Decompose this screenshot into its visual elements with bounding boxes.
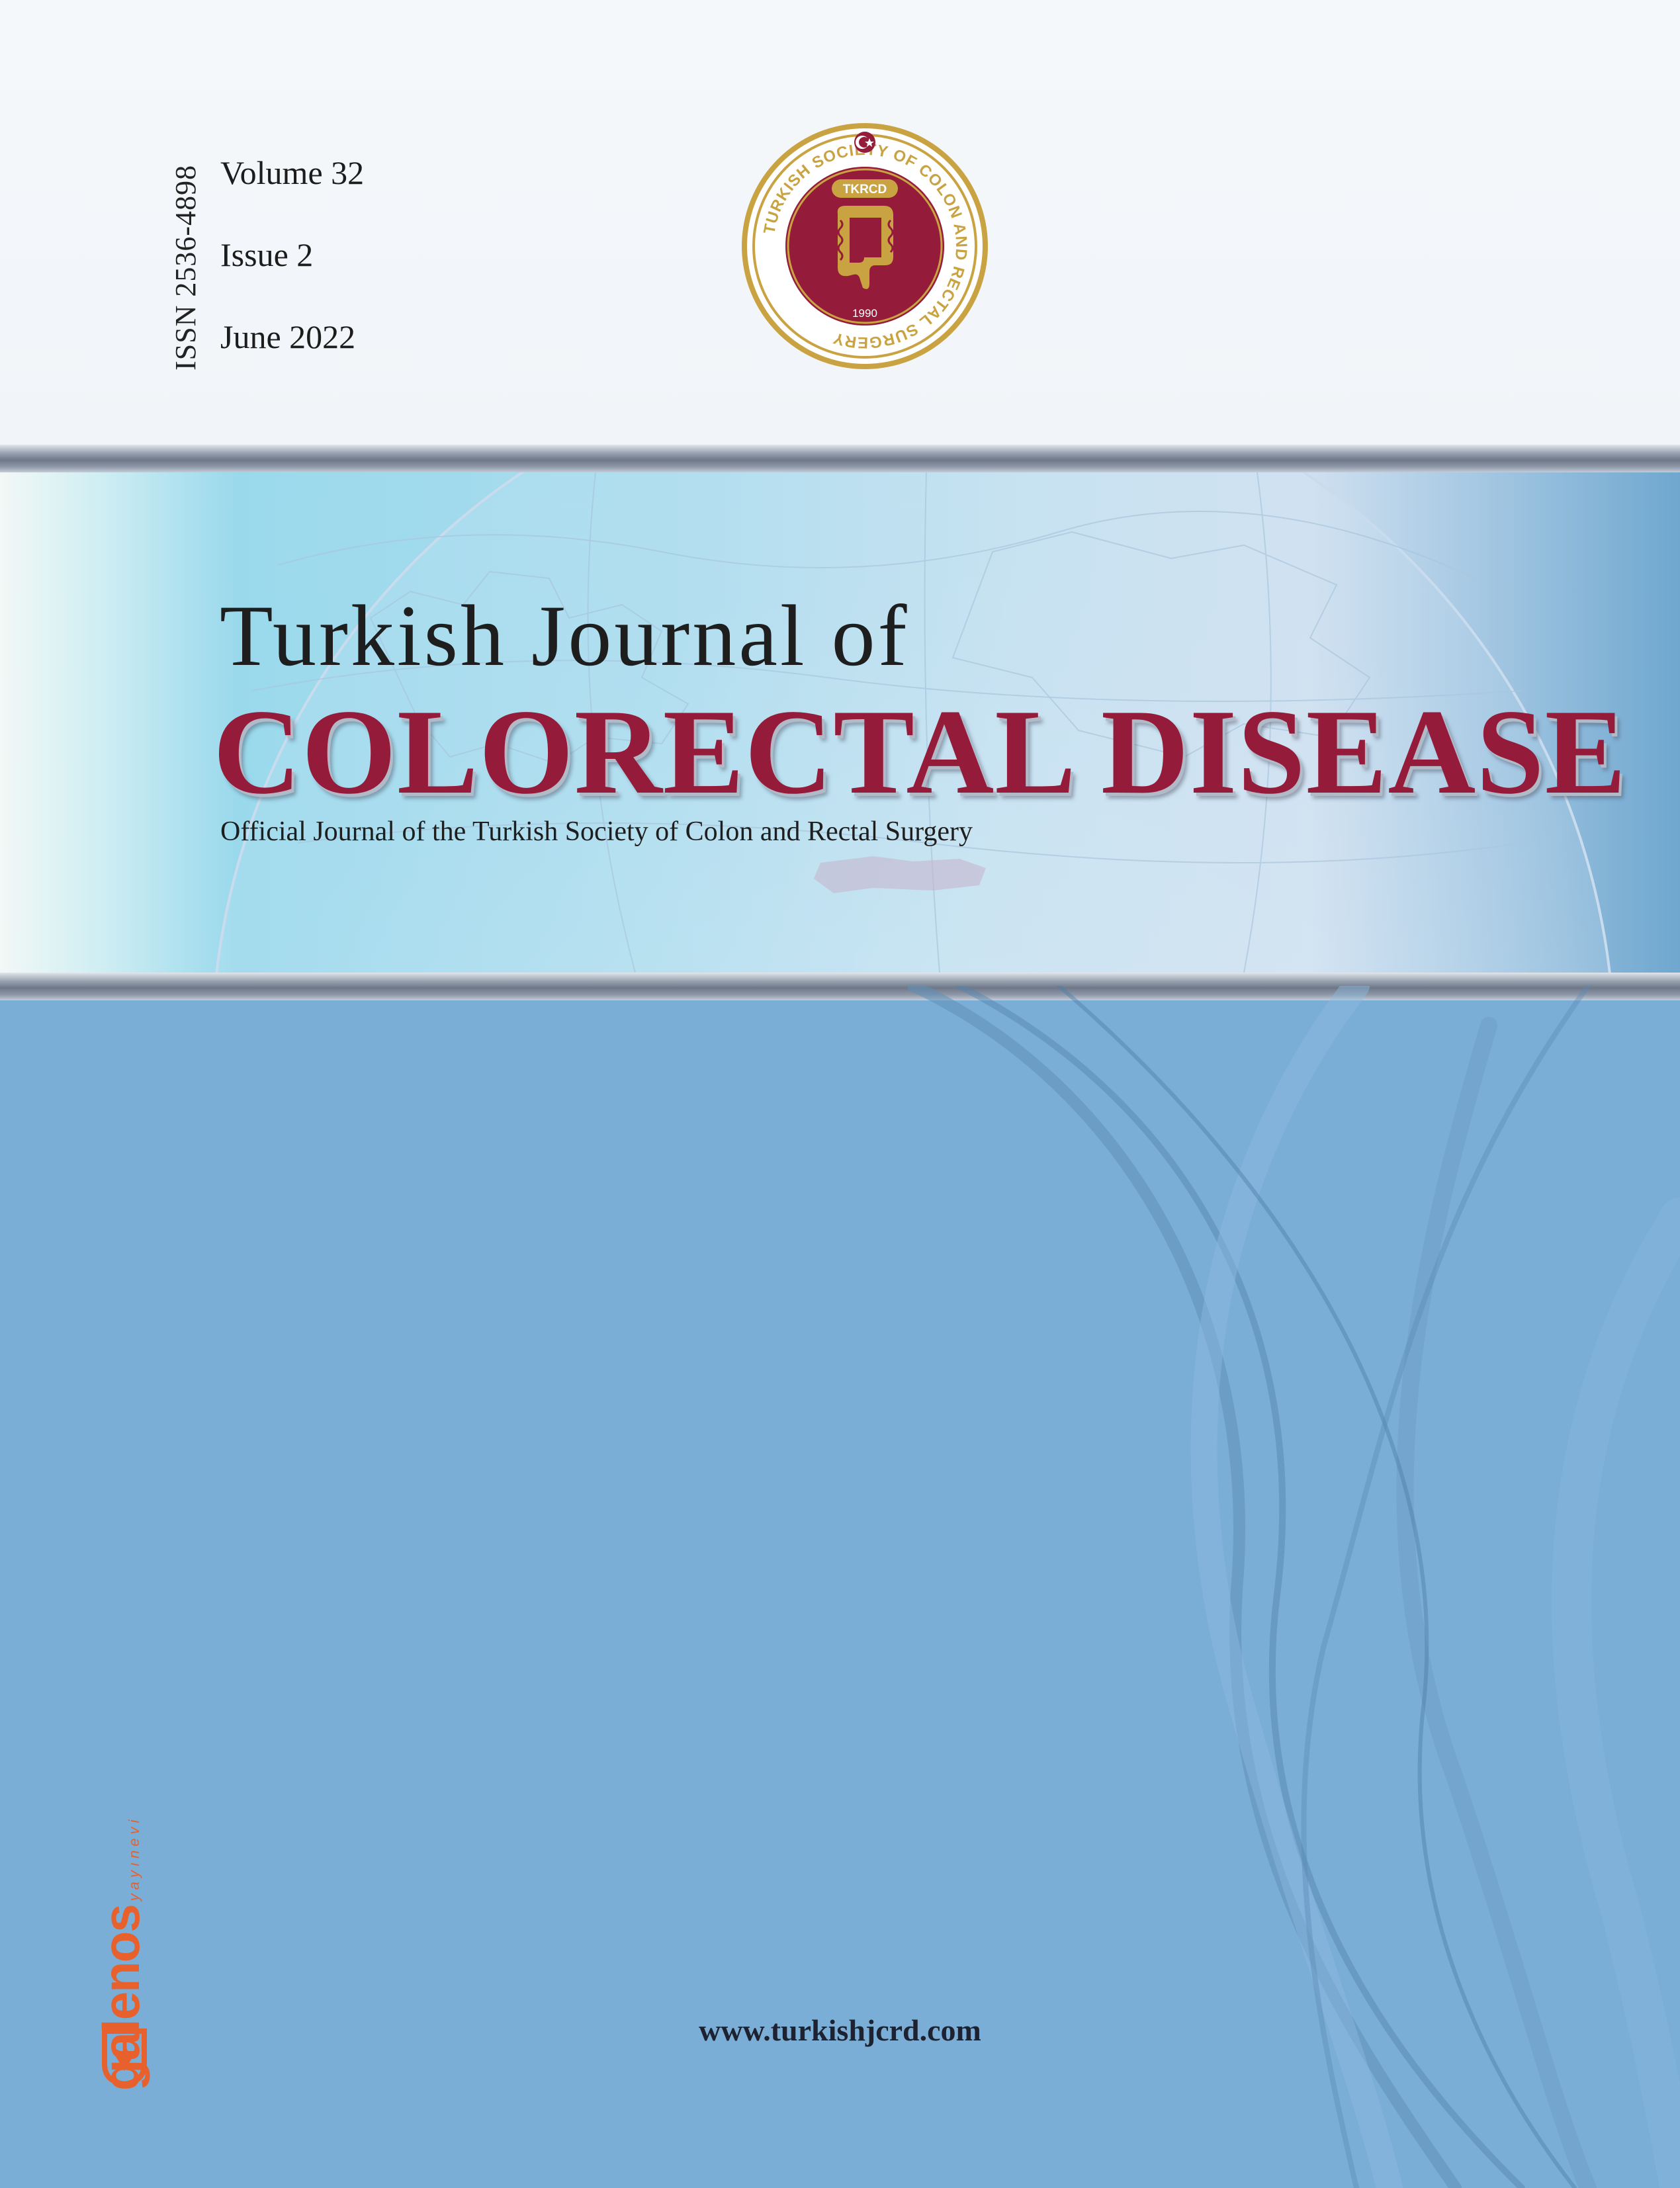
date-label: June 2022 bbox=[220, 318, 356, 355]
publisher-sub: yayınevi bbox=[126, 1816, 142, 1902]
publisher-logo: galenos yayınevi bbox=[91, 1816, 152, 2091]
volume-label: Volume 32 bbox=[220, 154, 365, 191]
journal-subtitle: Official Journal of the Turkish Society … bbox=[220, 816, 973, 847]
journal-url[interactable]: www.turkishjcrd.com bbox=[699, 2013, 981, 2047]
metallic-divider-bottom bbox=[0, 973, 1680, 1000]
issue-label: Issue 2 bbox=[220, 236, 314, 273]
publisher-name: galenos bbox=[92, 1905, 150, 2091]
seal-abbr: TKRCD bbox=[843, 183, 887, 197]
globe-map-background bbox=[215, 472, 1611, 973]
cover-lower-area bbox=[0, 1000, 1680, 2188]
issn-label: ISSN 2536-4898 bbox=[169, 164, 202, 371]
publisher-logo-mark bbox=[102, 2029, 147, 2087]
metallic-divider-top bbox=[0, 445, 1680, 472]
seal-year: 1990 bbox=[852, 307, 877, 320]
journal-title-line1: Turkish Journal of bbox=[220, 587, 910, 684]
journal-title-line2: COLORECTAL DISEASE bbox=[213, 684, 1627, 819]
decorative-ribbons bbox=[907, 986, 1680, 2188]
society-seal-logo: TURKISH SOCIETY OF COLON AND RECTAL SURG… bbox=[742, 123, 988, 369]
title-band bbox=[0, 472, 1680, 973]
